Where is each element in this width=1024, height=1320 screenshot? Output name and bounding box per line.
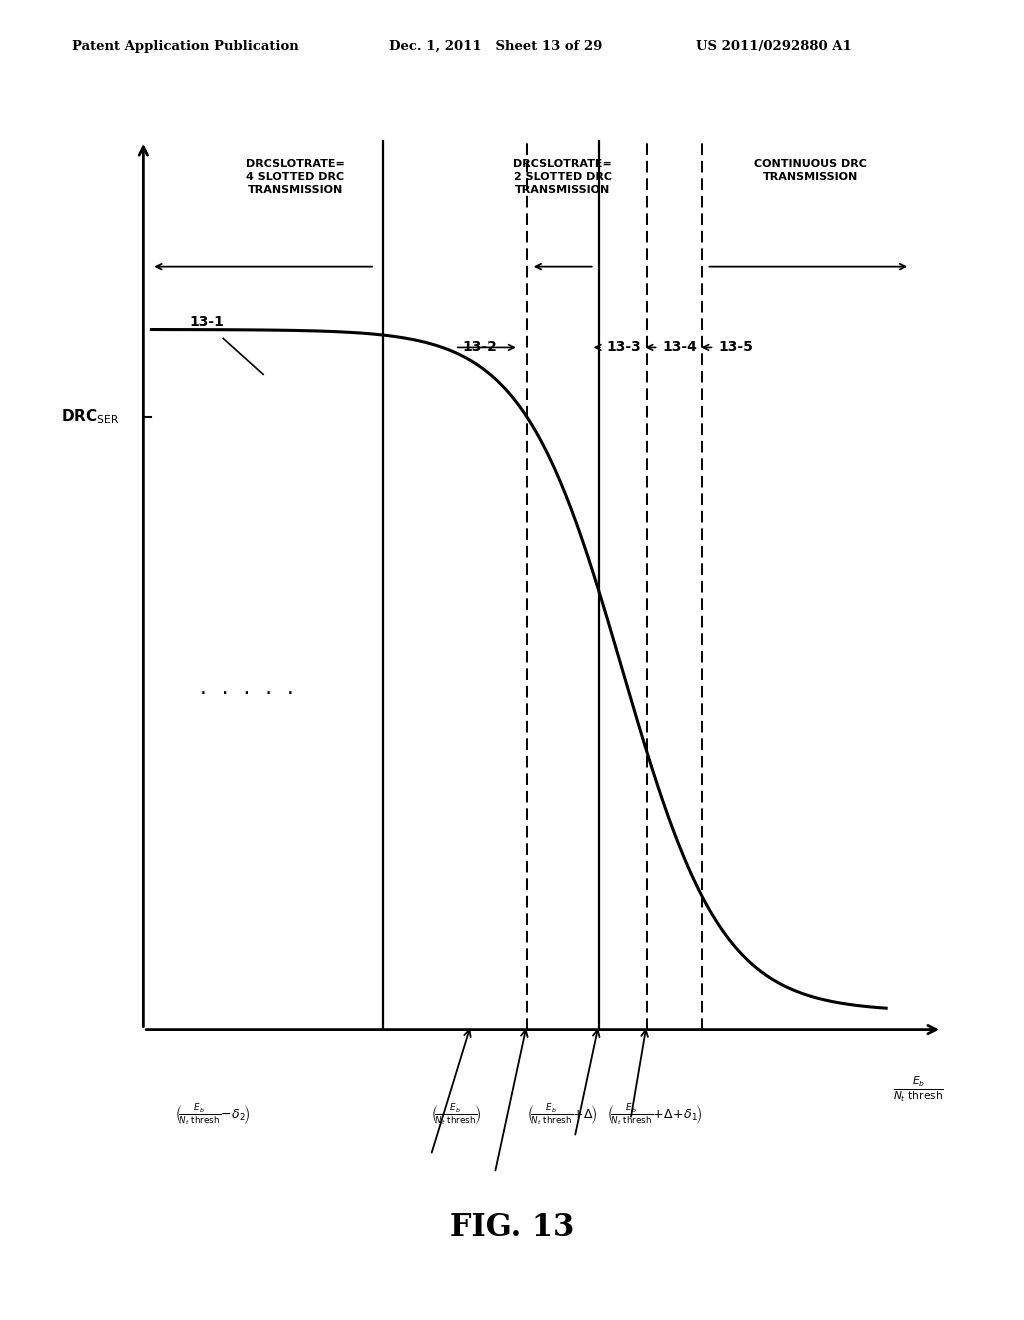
Text: DRCSLOTRATE=
2 SLOTTED DRC
TRANSMISSION: DRCSLOTRATE= 2 SLOTTED DRC TRANSMISSION [513, 158, 612, 195]
Text: 13-1: 13-1 [189, 315, 224, 330]
Text: DRC$_{\mathsf{SER}}$: DRC$_{\mathsf{SER}}$ [61, 408, 120, 426]
Text: 13-3: 13-3 [606, 341, 641, 355]
Text: US 2011/0292880 A1: US 2011/0292880 A1 [696, 40, 852, 53]
Text: 13-2: 13-2 [463, 341, 498, 355]
Text: $\left(\!\frac{E_b}{N_t\ \mathrm{thresh}}\!+\!\Delta\!+\!\delta_1\!\right)$: $\left(\!\frac{E_b}{N_t\ \mathrm{thresh}… [606, 1102, 701, 1129]
Text: CONTINUOUS DRC
TRANSMISSION: CONTINUOUS DRC TRANSMISSION [754, 158, 866, 182]
Text: 13-5: 13-5 [719, 341, 754, 355]
Text: . . . . .: . . . . . [199, 680, 296, 697]
Text: 13-4: 13-4 [663, 341, 697, 355]
Text: DRCSLOTRATE=
4 SLOTTED DRC
TRANSMISSION: DRCSLOTRATE= 4 SLOTTED DRC TRANSMISSION [246, 158, 344, 195]
Text: $\left(\!\frac{E_b}{N_t\ \mathrm{thresh}}\!\right)$: $\left(\!\frac{E_b}{N_t\ \mathrm{thresh}… [431, 1102, 481, 1129]
Text: FIG. 13: FIG. 13 [450, 1212, 574, 1243]
Text: $\left(\!\frac{E_b}{N_t\ \mathrm{thresh}}\!+\!\Delta\!\right)$: $\left(\!\frac{E_b}{N_t\ \mathrm{thresh}… [526, 1102, 597, 1129]
Text: $\left(\!\frac{E_b}{N_t\ \mathrm{thresh}}\!-\!\delta_2\!\right)$: $\left(\!\frac{E_b}{N_t\ \mathrm{thresh}… [175, 1102, 251, 1129]
Text: Patent Application Publication: Patent Application Publication [72, 40, 298, 53]
Text: Dec. 1, 2011   Sheet 13 of 29: Dec. 1, 2011 Sheet 13 of 29 [389, 40, 602, 53]
Text: $\frac{E_b}{N_t\ \mathrm{thresh}}$: $\frac{E_b}{N_t\ \mathrm{thresh}}$ [893, 1074, 943, 1104]
